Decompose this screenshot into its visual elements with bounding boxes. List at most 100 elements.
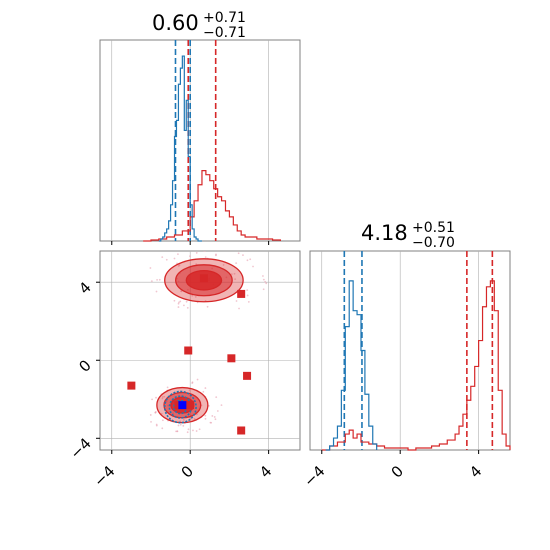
joint-faint-point	[209, 421, 212, 424]
joint-blue-contour-level	[163, 390, 197, 424]
joint-faint-point	[150, 280, 153, 283]
joint-faint-point	[252, 265, 254, 268]
joint-faint-point	[235, 300, 238, 302]
joint-faint-point	[204, 414, 207, 417]
joint-faint-point	[177, 306, 180, 308]
joint-faint-point	[186, 306, 189, 309]
title-2-sub: −0.70	[412, 235, 455, 251]
joint-faint-point	[230, 273, 233, 275]
title-2-sup: +0.51	[412, 220, 455, 236]
joint-faint-point	[204, 417, 207, 420]
joint-faint-point	[161, 397, 164, 400]
joint-x-tick-label: 4	[256, 462, 275, 481]
joint-contours	[156, 258, 244, 424]
joint-faint-point	[262, 275, 264, 277]
joint-y-tick-label: 0	[75, 356, 94, 375]
joint-faint-point	[177, 424, 180, 427]
panel-2-x-tick-label: 4	[466, 462, 485, 481]
panel-2-ticks: −4 0 4	[300, 450, 485, 490]
joint-faint-point	[161, 427, 164, 430]
joint-faint-point	[158, 278, 161, 281]
joint-faint-point	[237, 252, 240, 255]
joint-faint-point	[191, 294, 194, 297]
joint-faint-point	[173, 257, 176, 260]
joint-faint-point	[204, 256, 207, 258]
title-param-2: 4.18	[361, 221, 408, 245]
panel-2-quantile-lines	[343, 251, 494, 450]
joint-faint-point	[155, 423, 158, 426]
joint-faint-point	[215, 253, 217, 256]
joint-faint-point	[203, 251, 206, 252]
panel-1-blue-histogram	[158, 55, 202, 242]
joint-y-tick-label: −4	[66, 434, 94, 462]
joint-faint-point	[149, 414, 152, 416]
joint-faint-point	[176, 430, 179, 433]
joint-faint-point	[195, 263, 198, 266]
joint-faint-point	[183, 304, 185, 307]
panel-1-red-histogram	[143, 170, 281, 242]
joint-red-marker	[199, 274, 208, 283]
panel-2-red-histogram	[321, 280, 511, 451]
joint-faint-point	[242, 254, 244, 257]
joint-faint-point	[188, 389, 191, 392]
joint-faint-point	[187, 428, 190, 431]
marginal-panel-1	[99, 39, 301, 245]
joint-faint-point	[222, 264, 225, 266]
joint-faint-point	[161, 396, 164, 398]
joint-faint-point	[206, 305, 209, 308]
joint-faint-point	[247, 300, 250, 303]
joint-faint-point	[193, 418, 196, 420]
joint-faint-point	[177, 253, 179, 256]
panel-2-x-tick-label: −4	[300, 462, 328, 490]
joint-faint-point	[149, 267, 152, 269]
joint-faint-point	[155, 396, 157, 399]
panel-1-frame	[99, 39, 301, 242]
joint-faint-point	[238, 307, 240, 310]
joint-faint-point	[246, 259, 249, 262]
joint-faint-point	[161, 419, 164, 422]
joint-faint-point	[161, 256, 164, 259]
joint-ticks: −4 0 4 4 0 −4	[66, 278, 275, 490]
joint-faint-point	[154, 410, 157, 413]
joint-faint-point	[196, 378, 199, 381]
joint-faint-point	[246, 289, 249, 292]
joint-faint-point	[204, 387, 207, 389]
panel-1-ticks	[111, 241, 270, 245]
joint-faint-point	[178, 264, 181, 267]
joint-faint-point	[216, 410, 219, 412]
joint-faint-point	[179, 300, 182, 303]
joint-faint-point	[163, 395, 166, 398]
title-param-1: 0.60	[152, 11, 199, 35]
joint-faint-point	[165, 258, 168, 261]
joint-faint-point	[246, 294, 249, 297]
joint-faint-point	[182, 424, 185, 427]
joint-faint-point	[262, 288, 265, 291]
joint-faint-point	[156, 278, 158, 281]
joint-faint-point	[182, 418, 185, 421]
title-1-sup: +0.71	[203, 10, 246, 26]
joint-faint-point	[215, 396, 218, 399]
joint-faint-point	[195, 252, 198, 254]
joint-y-tick-label: 4	[75, 278, 94, 297]
joint-faint-point	[155, 290, 158, 293]
joint-faint-scatter	[149, 251, 268, 434]
joint-faint-point	[178, 301, 180, 304]
joint-panel: −4 0 4 4 0 −4	[66, 250, 301, 490]
panel-2-blue-histogram	[325, 280, 378, 451]
joint-faint-point	[185, 300, 188, 303]
joint-faint-point	[220, 404, 223, 407]
joint-faint-point	[198, 428, 201, 431]
joint-points	[127, 274, 252, 435]
joint-red-marker	[237, 289, 246, 298]
joint-faint-point	[180, 290, 183, 293]
joint-faint-point	[235, 262, 238, 265]
joint-faint-point	[151, 398, 153, 401]
joint-x-tick-label: −4	[90, 462, 118, 490]
joint-red-marker	[127, 381, 136, 390]
joint-faint-point	[249, 258, 252, 261]
joint-faint-point	[189, 255, 191, 258]
joint-faint-point	[265, 282, 268, 285]
joint-x-tick-label: 0	[178, 462, 197, 481]
joint-red-marker	[186, 401, 195, 410]
joint-blue-marker	[178, 401, 187, 410]
